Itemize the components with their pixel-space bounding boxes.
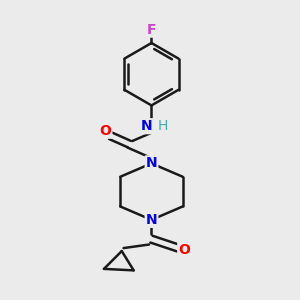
Text: O: O <box>178 243 190 256</box>
Text: N: N <box>141 119 153 133</box>
Text: O: O <box>100 124 111 138</box>
Text: N: N <box>146 213 157 227</box>
Text: N: N <box>146 156 157 170</box>
Text: F: F <box>147 22 156 37</box>
Text: H: H <box>158 119 168 133</box>
